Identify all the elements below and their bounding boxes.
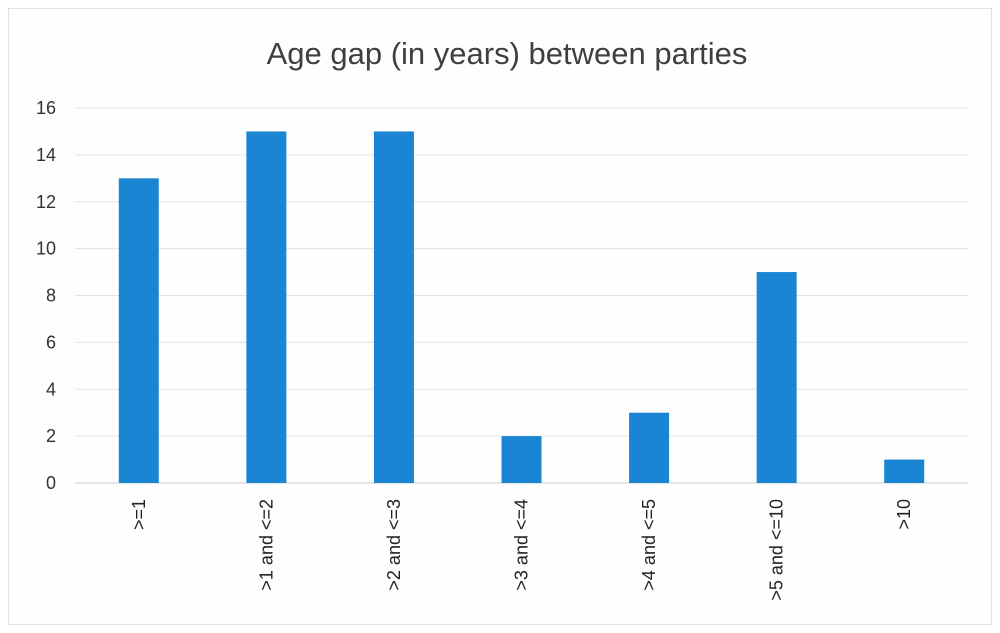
y-tick-label: 8 xyxy=(46,286,56,306)
y-tick-label: 2 xyxy=(46,426,56,446)
x-tick-label: >4 and <=5 xyxy=(639,499,659,591)
x-tick-label: >2 and <=3 xyxy=(384,499,404,591)
bar xyxy=(118,178,159,483)
y-tick-label: 0 xyxy=(46,473,56,493)
chart-title: Age gap (in years) between parties xyxy=(267,36,748,71)
bar xyxy=(884,459,925,483)
grid-lines xyxy=(75,107,968,484)
bar xyxy=(373,131,414,483)
y-tick-label: 14 xyxy=(36,145,56,165)
x-tick-label: >1 and <=2 xyxy=(256,499,276,591)
bar xyxy=(756,272,797,483)
y-tick-label: 12 xyxy=(36,192,56,212)
y-tick-label: 10 xyxy=(36,239,56,259)
bar xyxy=(501,436,542,483)
x-tick-label: >10 xyxy=(894,499,914,530)
chart-frame xyxy=(8,8,992,625)
y-axis-ticks: 0 2 4 6 8 10 12 14 16 xyxy=(36,98,56,493)
bar xyxy=(629,412,670,483)
x-tick-label: >3 and <=4 xyxy=(512,499,532,591)
bars xyxy=(118,131,925,483)
x-axis-ticks: >=1 >1 and <=2 >2 and <=3 >3 and <=4 >4 and … xyxy=(129,499,914,601)
y-tick-label: 6 xyxy=(46,332,56,352)
y-tick-label: 4 xyxy=(46,379,56,399)
y-tick-label: 16 xyxy=(36,98,56,118)
x-tick-label: >5 and <=10 xyxy=(767,499,787,601)
bar xyxy=(246,131,287,483)
x-tick-label: >=1 xyxy=(129,499,149,530)
